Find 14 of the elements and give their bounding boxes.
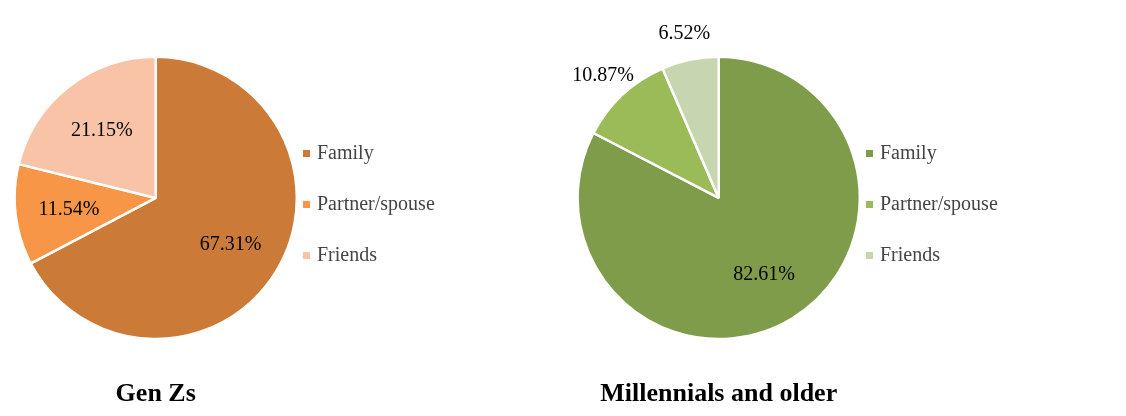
legend-label: Partner/spouse xyxy=(880,192,998,215)
data-label: 21.15% xyxy=(70,118,133,141)
data-label: 11.54% xyxy=(38,197,100,220)
data-label: 6.52% xyxy=(658,21,711,44)
data-label: 67.31% xyxy=(199,232,262,255)
text: Gen Zs xyxy=(115,378,196,408)
legend-label: Friends xyxy=(317,243,377,266)
legend-label: Friends xyxy=(880,243,940,266)
data-label: 10.87% xyxy=(572,63,634,86)
data-label: 82.61% xyxy=(733,261,796,284)
text: Millennials and older xyxy=(600,378,838,408)
legend-label: Family xyxy=(317,141,374,164)
legend-label: Family xyxy=(880,141,937,164)
legend-label: Partner/spouse xyxy=(317,192,435,215)
